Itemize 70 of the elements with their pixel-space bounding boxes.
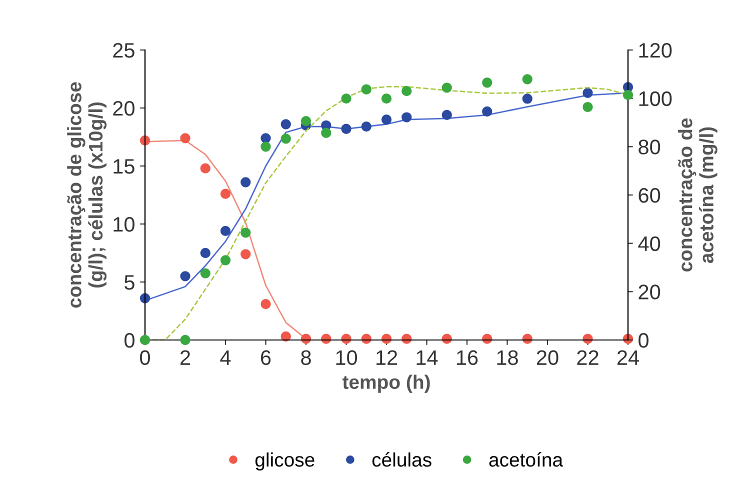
point [180,133,190,144]
x-tick-label: 14 [416,350,438,365]
y-tick-label: 15 [114,159,134,174]
point [280,331,291,342]
point [280,134,291,144]
point [341,93,352,104]
point [381,114,392,125]
point [220,188,231,199]
y2-tick-label: 120 [639,43,672,58]
x-tick-label: 22 [577,350,598,365]
x-tick-label: 10 [336,350,358,366]
point [300,116,312,126]
x-tick-label: 2 [180,350,190,365]
y2-tick-label: 0 [638,333,648,348]
x-tick-label: 0 [140,350,150,366]
legend-label: acetoína [489,452,564,467]
x-tick-label: 18 [497,350,518,366]
point [180,334,190,346]
x-tick-label: 12 [376,350,398,365]
y2-tick-label: 100 [639,91,672,106]
point [582,102,593,112]
point [200,268,210,278]
legend-label: glicose [255,452,314,471]
point [200,248,210,258]
point [240,177,251,188]
point [361,121,372,132]
y2-axis-title: concentração de acetoína (mg/l) [678,118,718,272]
point [260,142,271,152]
point [482,106,492,117]
point [280,119,291,130]
y-tick-label: 25 [113,43,134,58]
point [622,90,634,100]
point [240,228,251,238]
point [442,82,452,93]
point [240,249,251,260]
y-tick-label: 10 [114,217,134,232]
x-tick-label: 6 [261,350,271,366]
point [260,133,271,144]
point [220,226,231,236]
y2-tick-label: 20 [638,284,660,300]
y2-tick-label: 60 [638,188,660,203]
point [402,112,412,122]
x-axis-title: tempo (h) [342,374,430,393]
y-tick-label: 0 [124,333,134,348]
point [402,86,412,96]
point [522,74,532,84]
x-tick-label: 8 [301,350,311,366]
point [442,110,452,120]
x-tick-label: 16 [457,350,478,366]
y-axis-title: concentração de glicose (g/l); células (x10g/l) [67,82,107,308]
point [180,271,190,282]
point [140,334,150,346]
y-tick-label: 20 [113,101,134,116]
x-tick-label: 20 [536,350,558,366]
point [200,163,210,174]
x-tick-label: 24 [617,350,639,365]
point [582,88,593,98]
point [220,255,231,266]
x-tick-label: 4 [220,350,231,365]
point [522,94,532,104]
point [361,84,372,94]
y2-tick-label: 40 [638,236,660,252]
y-tick-label: 5 [124,275,134,290]
point [341,124,352,134]
point [260,298,271,310]
legend-label: células [372,452,432,467]
y2-tick-label: 80 [638,140,660,154]
point [381,93,392,104]
point [482,78,492,88]
point [321,128,332,138]
